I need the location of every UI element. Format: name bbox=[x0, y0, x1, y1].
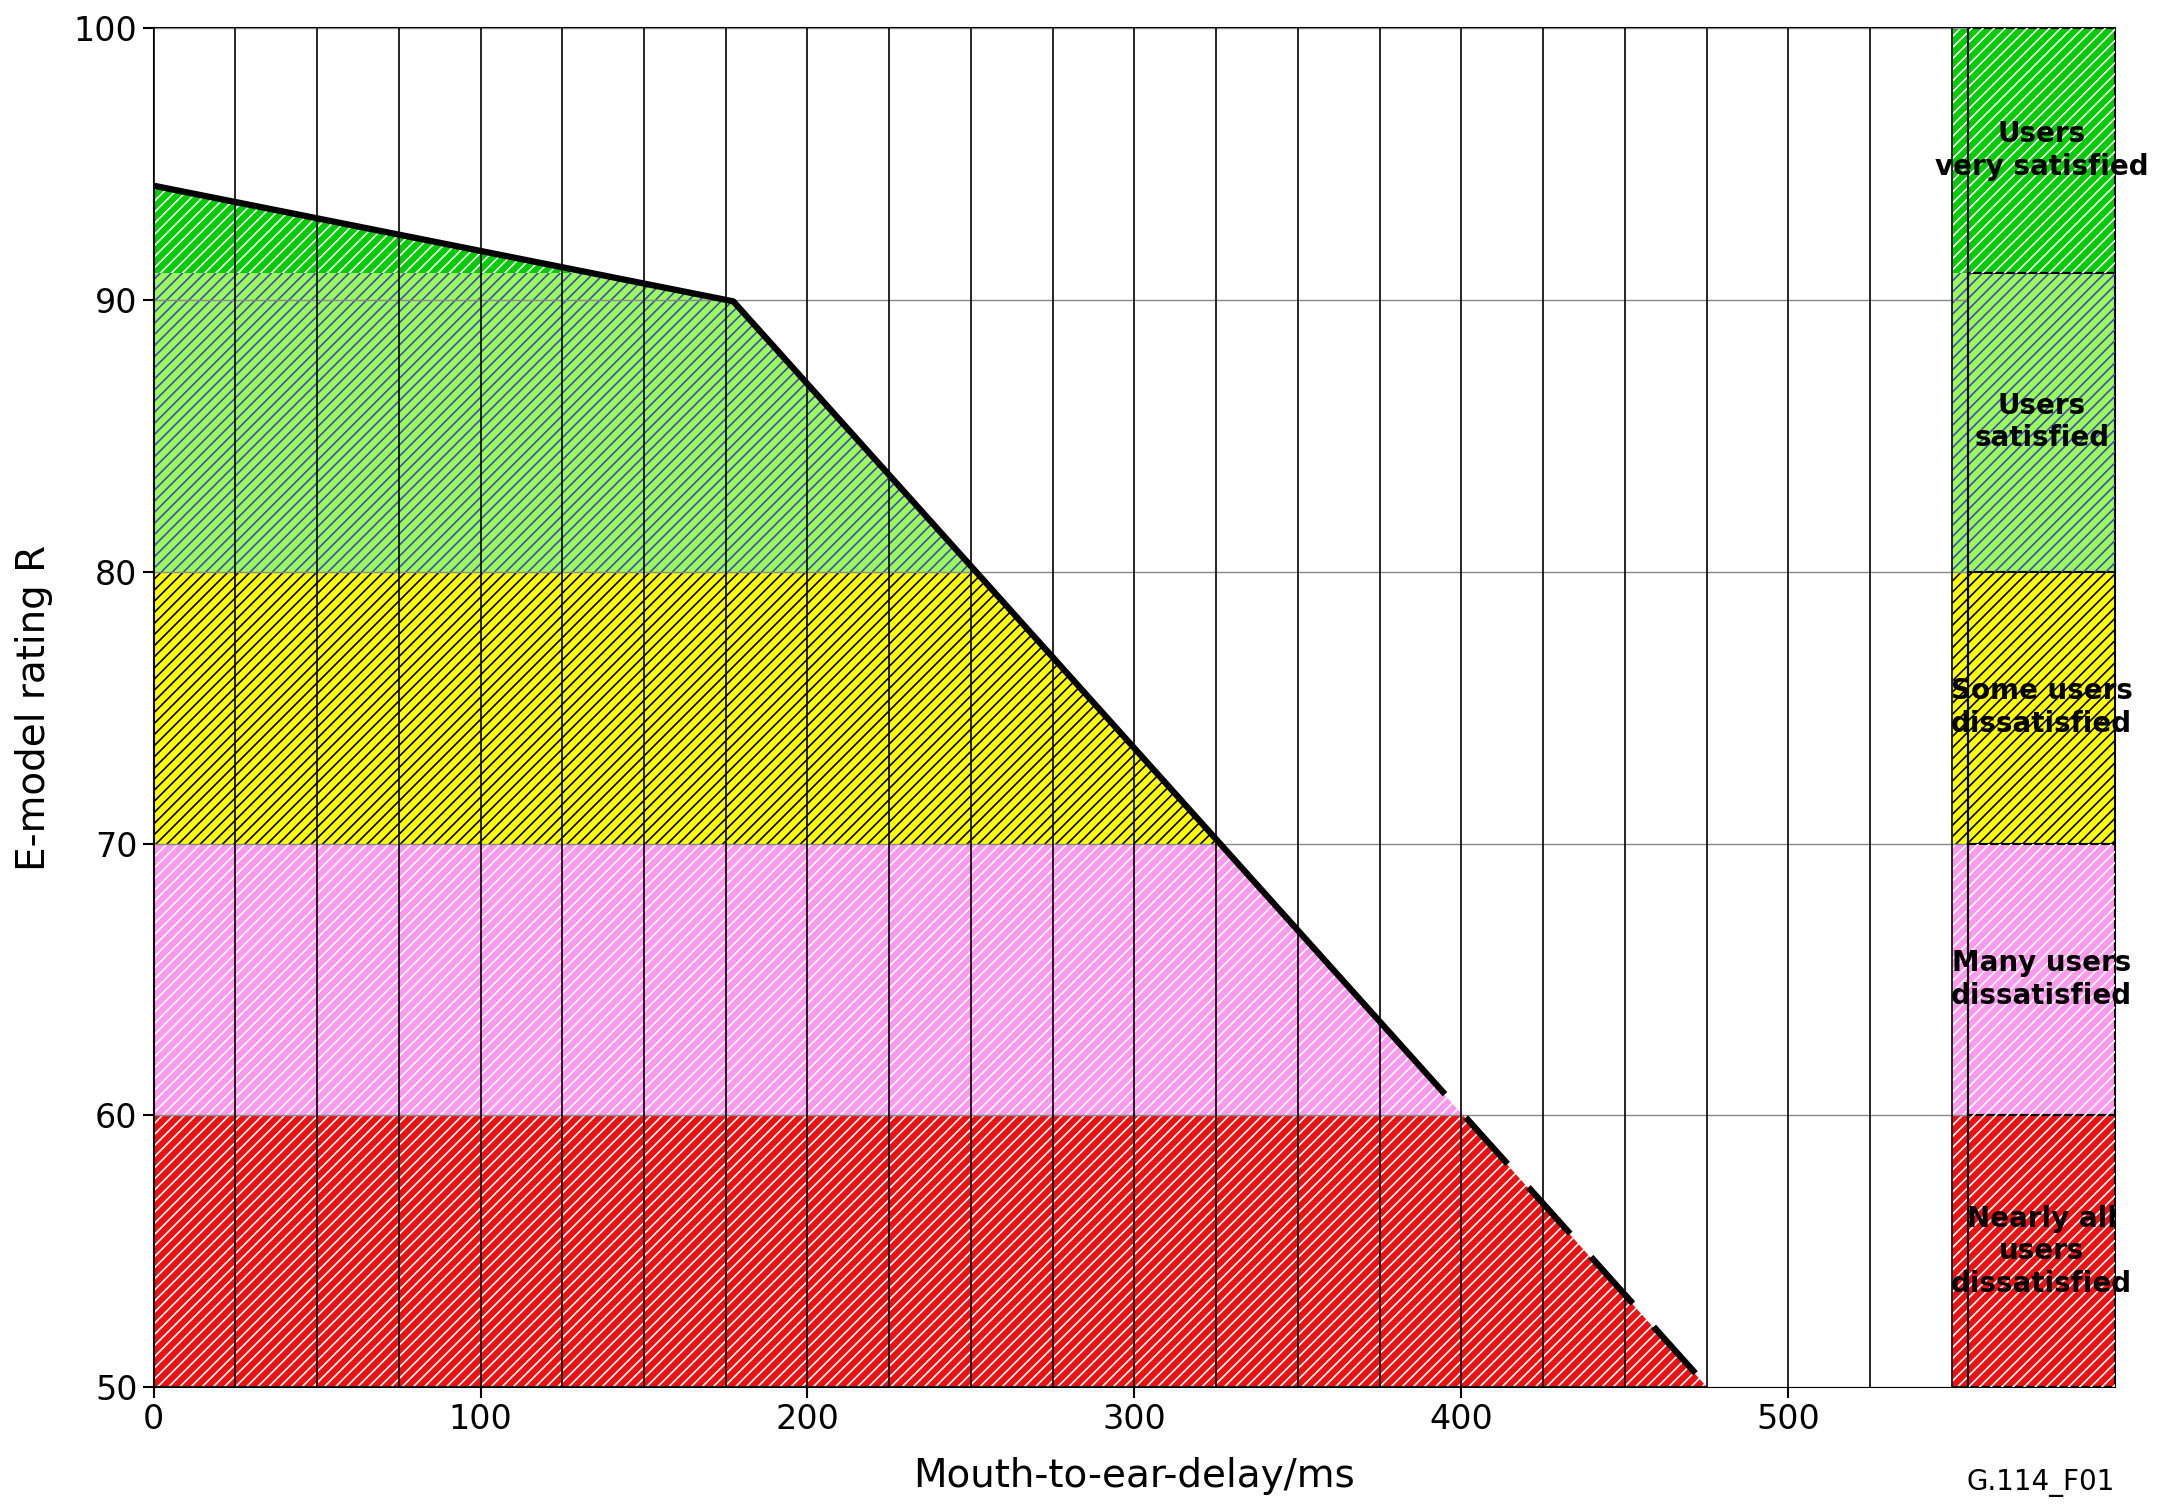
Bar bbox=[1967, 273, 2115, 572]
Bar bbox=[154, 273, 2115, 572]
Text: Users
very satisfied: Users very satisfied bbox=[1935, 121, 2148, 181]
Text: Some users
dissatisfied: Some users dissatisfied bbox=[1950, 678, 2133, 738]
X-axis label: Mouth-to-ear-delay/ms: Mouth-to-ear-delay/ms bbox=[913, 1457, 1354, 1495]
Bar bbox=[1967, 29, 2115, 273]
Text: Nearly all
users
dissatisfied: Nearly all users dissatisfied bbox=[1952, 1205, 2133, 1297]
Bar bbox=[154, 844, 2115, 1116]
Bar bbox=[1967, 29, 2115, 273]
Bar bbox=[154, 1116, 2115, 1388]
Bar bbox=[154, 844, 2115, 1116]
Bar bbox=[1967, 273, 2115, 572]
Y-axis label: E-model rating R: E-model rating R bbox=[15, 545, 52, 871]
Bar bbox=[154, 29, 2115, 273]
Bar bbox=[154, 572, 2115, 844]
Bar bbox=[154, 29, 2115, 273]
Text: G.114_F01: G.114_F01 bbox=[1967, 1469, 2115, 1496]
Bar bbox=[154, 572, 2115, 844]
Text: Users
satisfied: Users satisfied bbox=[1974, 393, 2109, 453]
Bar bbox=[1967, 1116, 2115, 1388]
Bar bbox=[1967, 844, 2115, 1116]
Bar bbox=[1967, 572, 2115, 844]
Bar bbox=[154, 273, 2115, 572]
Bar bbox=[1967, 1116, 2115, 1388]
Text: Many users
dissatisfied: Many users dissatisfied bbox=[1952, 950, 2133, 1010]
Bar bbox=[154, 1116, 2115, 1388]
Bar bbox=[1967, 844, 2115, 1116]
Bar bbox=[1967, 572, 2115, 844]
